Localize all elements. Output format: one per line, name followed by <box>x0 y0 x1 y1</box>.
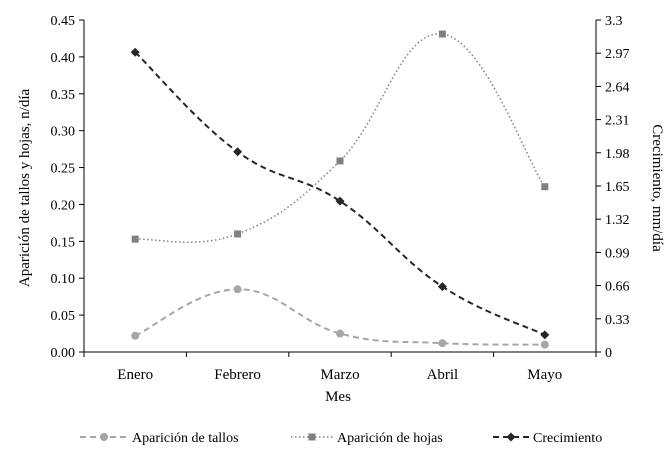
data-point <box>437 282 447 292</box>
y-right-tick-label: 2.31 <box>605 114 630 129</box>
data-point <box>438 30 446 38</box>
y-right-tick-label: 0.99 <box>605 246 630 261</box>
legend-marker <box>100 433 108 441</box>
data-point <box>131 331 140 340</box>
axes: 0.00 0.05 0.10 0.15 0.20 0.25 0.30 0.35 0.40 0.45… <box>51 14 630 383</box>
x-tick-label: Febrero <box>214 367 261 383</box>
y-right-tick-label: 1.32 <box>605 213 630 228</box>
y-right-tick-label: 0.66 <box>605 280 630 295</box>
data-point <box>233 147 243 157</box>
y-left-tick-label: 0.15 <box>51 235 76 250</box>
y-right-tick-label: 2.64 <box>605 80 630 95</box>
legend-item: Aparición de hojas <box>291 431 443 446</box>
x-tick-label: Abril <box>427 367 459 383</box>
legend-item: Crecimiento <box>493 431 602 446</box>
y-left-tick-label: 0.05 <box>51 309 76 324</box>
y-right-tick-label: 3.3 <box>605 14 623 29</box>
series-line <box>134 51 546 336</box>
series-0 <box>131 285 549 349</box>
series-line <box>134 288 545 346</box>
series-layer <box>130 30 550 349</box>
legend-marker <box>308 433 316 441</box>
x-axis-label: Mes <box>325 389 351 405</box>
y-left-tick-label: 0.00 <box>51 346 76 361</box>
y-left-tick-label: 0.45 <box>51 14 76 29</box>
data-point <box>541 183 549 191</box>
series-line <box>135 33 546 243</box>
data-point <box>234 230 242 238</box>
x-tick-label: Enero <box>117 367 153 383</box>
x-tick-label: Marzo <box>320 367 359 383</box>
x-tick-label: Mayo <box>527 367 562 383</box>
y-right-tick-label: 0.33 <box>605 313 630 328</box>
legend-label: Aparición de hojas <box>337 431 443 446</box>
data-point <box>336 157 344 165</box>
data-point <box>233 285 242 294</box>
y-right-tick-label: 0 <box>605 346 612 361</box>
data-point <box>336 329 344 338</box>
series-1 <box>131 30 549 243</box>
legend-marker <box>506 432 516 442</box>
legend-label: Aparición de tallos <box>132 431 239 446</box>
data-point <box>540 330 550 340</box>
y-axis-right-label: Crecimiento, mm/día <box>649 124 665 252</box>
series-2 <box>130 47 550 340</box>
legend-item: Aparición de tallos <box>80 431 239 446</box>
y-left-tick-label: 0.30 <box>51 125 76 140</box>
y-left-tick-label: 0.20 <box>51 198 76 213</box>
legend: Aparición de tallos Aparición de hojas Cre… <box>80 431 602 446</box>
data-point <box>130 47 140 57</box>
y-left-tick-label: 0.35 <box>51 88 76 103</box>
y-left-tick-label: 0.40 <box>51 51 76 66</box>
data-point <box>438 339 447 348</box>
y-right-tick-label: 2.97 <box>605 47 630 62</box>
data-point <box>540 340 549 349</box>
data-point <box>131 235 139 243</box>
y-left-tick-label: 0.10 <box>51 272 76 287</box>
y-axis-left-label: Aparición de tallos y hojas, n/día <box>17 89 33 288</box>
y-left-tick-label: 0.25 <box>51 162 76 177</box>
legend-label: Crecimiento <box>533 431 602 446</box>
data-point <box>335 196 345 206</box>
y-right-tick-label: 1.65 <box>605 180 630 195</box>
y-right-tick-label: 1.98 <box>605 147 630 162</box>
